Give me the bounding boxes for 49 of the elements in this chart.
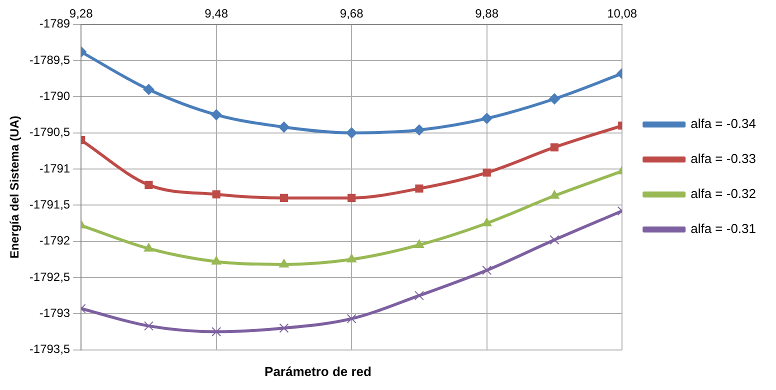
legend-label: alfa = -0.34: [690, 116, 756, 132]
x-tick-label: 9,28: [69, 6, 94, 21]
point: [346, 127, 358, 138]
point: [415, 184, 424, 193]
x-tick-label: 10,08: [607, 6, 638, 21]
point: [481, 112, 492, 124]
point: [548, 93, 560, 104]
point: [482, 266, 492, 275]
point: [280, 194, 288, 202]
point: [346, 314, 356, 324]
point: [212, 326, 222, 336]
point: [414, 124, 425, 136]
point: [348, 194, 356, 202]
y-axis-title: Energía del Sistema (UA): [8, 116, 22, 258]
y-tick-label: -1791,5: [29, 197, 70, 212]
point: [144, 180, 153, 189]
y-tick-label: -1790: [39, 89, 70, 104]
y-tick-label: -1793,5: [29, 342, 70, 356]
point: [212, 256, 222, 265]
point: [278, 122, 290, 133]
legend-label: alfa = -0.32: [690, 186, 756, 202]
point: [144, 321, 154, 331]
y-tick-label: -1792,5: [29, 270, 70, 284]
x-axis-title: Parámetro de red: [264, 364, 372, 379]
point: [482, 168, 491, 177]
y-tick-label: -1789: [39, 16, 70, 31]
point: [279, 323, 289, 333]
legend-label: alfa = -0.31: [690, 221, 756, 236]
point: [414, 290, 424, 300]
legend-label: alfa = -0.33: [690, 151, 756, 166]
y-tick-label: -1790,5: [29, 125, 70, 140]
y-tick-label: -1792: [39, 234, 70, 248]
point: [550, 235, 560, 245]
point: [550, 143, 559, 152]
point: [210, 109, 222, 120]
point: [144, 243, 154, 252]
point: [482, 218, 492, 226]
point: [414, 239, 424, 248]
x-tick-label: 9,48: [204, 6, 228, 21]
point: [550, 190, 560, 199]
y-tick-label: -1789,5: [29, 52, 70, 67]
y-tick-label: -1793: [39, 306, 70, 320]
y-tick-label: -1791: [39, 161, 70, 176]
point: [346, 254, 356, 262]
point: [143, 84, 154, 95]
point: [212, 190, 220, 198]
x-tick-label: 9,68: [340, 6, 364, 21]
x-tick-label: 9,88: [475, 6, 499, 21]
point: [279, 258, 289, 268]
